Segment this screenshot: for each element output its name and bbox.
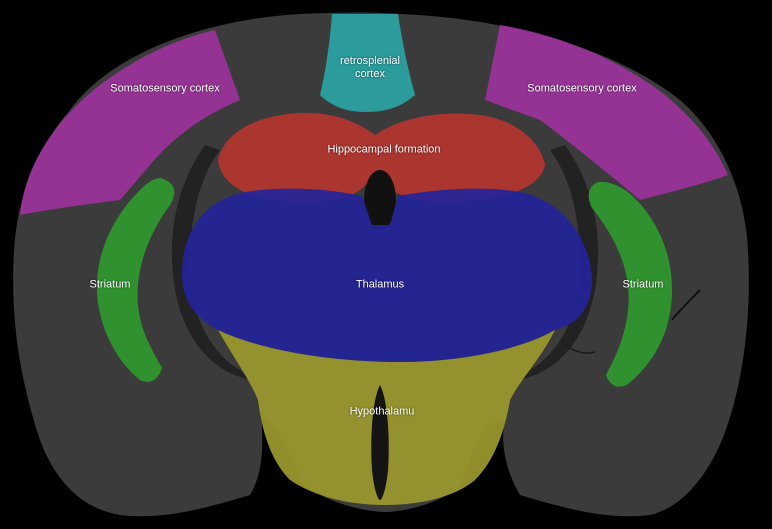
ventricle	[364, 170, 396, 230]
label-somatosensory-right: Somatosensory cortex	[527, 82, 637, 95]
label-retrosplenial: retrosplenial cortex	[340, 55, 400, 80]
label-striatum-right: Striatum	[622, 278, 664, 291]
label-hypothalamus: Hypothalamu	[349, 405, 415, 418]
fiber-tract-left	[171, 145, 250, 380]
label-thalamus: Thalamus	[355, 278, 405, 291]
thalamus-region	[182, 188, 592, 362]
tissue-crack	[671, 289, 701, 321]
striatum-left-region	[96, 178, 175, 382]
third-ventricle	[371, 385, 389, 500]
label-somatosensory-left: Somatosensory cortex	[110, 82, 220, 95]
striatum-right-region	[588, 181, 672, 387]
somatosensory-cortex-right-region	[485, 25, 728, 200]
somatosensory-cortex-left-region	[20, 30, 240, 215]
hippocampal-formation-region	[218, 112, 545, 202]
tissue-crack	[564, 344, 596, 354]
label-striatum-left: Striatum	[89, 278, 131, 291]
fiber-tract-right	[520, 145, 599, 380]
retrosplenial-cortex-region	[320, 14, 415, 112]
label-hippocampal: Hippocampal formation	[327, 143, 441, 156]
